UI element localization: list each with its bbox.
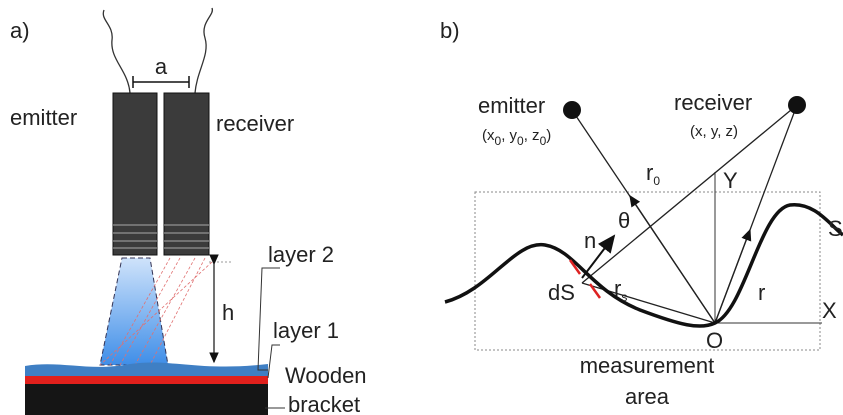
label-part: 0	[495, 134, 502, 148]
emitter-label: emitter	[478, 93, 545, 118]
r0-label: r0	[646, 160, 660, 188]
panel-label: b)	[440, 18, 460, 43]
layer-1-label: layer 1	[273, 318, 339, 343]
emitter-coords: (x0, y0, z0)	[482, 127, 551, 148]
receiver-label: receiver	[674, 90, 752, 115]
label-part: (x	[482, 127, 495, 144]
surface	[444, 203, 843, 328]
label-part: 0	[517, 134, 524, 148]
receiver-label: receiver	[216, 111, 294, 136]
panel-a: a) a emitter receiver h layer 2 layer 1	[10, 7, 367, 415]
vector-r0	[629, 194, 716, 324]
stripes	[113, 224, 209, 249]
ds-mark	[568, 259, 582, 275]
label-part: r	[614, 276, 621, 301]
layer-2-label: layer 2	[268, 242, 334, 267]
height-label: h	[222, 300, 234, 325]
area-label: area	[625, 384, 670, 409]
label-part: , z	[524, 127, 540, 144]
label-part: 0	[653, 174, 660, 188]
bracket-label: bracket	[288, 392, 360, 415]
emitter-block	[112, 92, 158, 256]
leader	[267, 344, 280, 379]
beam	[99, 257, 169, 366]
receiver-point	[788, 96, 806, 114]
rs-label: rs	[614, 276, 627, 304]
x-axis-label: X	[822, 298, 837, 323]
emitter-label: emitter	[10, 105, 77, 130]
ds-mark	[588, 283, 602, 299]
panel-b: b) emitter (x0, y0, z0) receiver (x, y, …	[440, 18, 843, 409]
label-part: s	[621, 290, 627, 304]
vector-r	[714, 228, 752, 324]
label-part: )	[546, 127, 551, 144]
rays	[99, 257, 213, 366]
measurement-area	[474, 191, 821, 351]
origin-label: O	[706, 328, 723, 353]
ray-receiver	[581, 104, 798, 284]
label-part: 0	[540, 134, 547, 148]
y-axis-label: Y	[723, 168, 738, 193]
wire	[194, 7, 213, 94]
layer-1	[25, 376, 268, 384]
receiver-block	[163, 92, 210, 256]
wire	[102, 9, 131, 94]
leader	[257, 267, 280, 371]
normal-label: n	[584, 228, 596, 253]
spacing-label: a	[155, 54, 168, 79]
receiver-coords: (x, y, z)	[690, 123, 738, 140]
ds-label: dS	[548, 280, 575, 305]
layer-2	[25, 362, 268, 376]
r-label: r	[758, 280, 765, 305]
bracket-label: Wooden	[285, 363, 367, 388]
emitter-point	[563, 101, 581, 119]
normal-vector	[581, 234, 616, 279]
angle-label: θ	[618, 208, 630, 233]
surface-label: S	[828, 216, 843, 241]
label-part: r	[646, 160, 653, 185]
label-part: , y	[501, 127, 517, 144]
bracket	[25, 384, 268, 415]
area-label: measurement	[580, 353, 715, 378]
panel-label: a)	[10, 18, 30, 43]
